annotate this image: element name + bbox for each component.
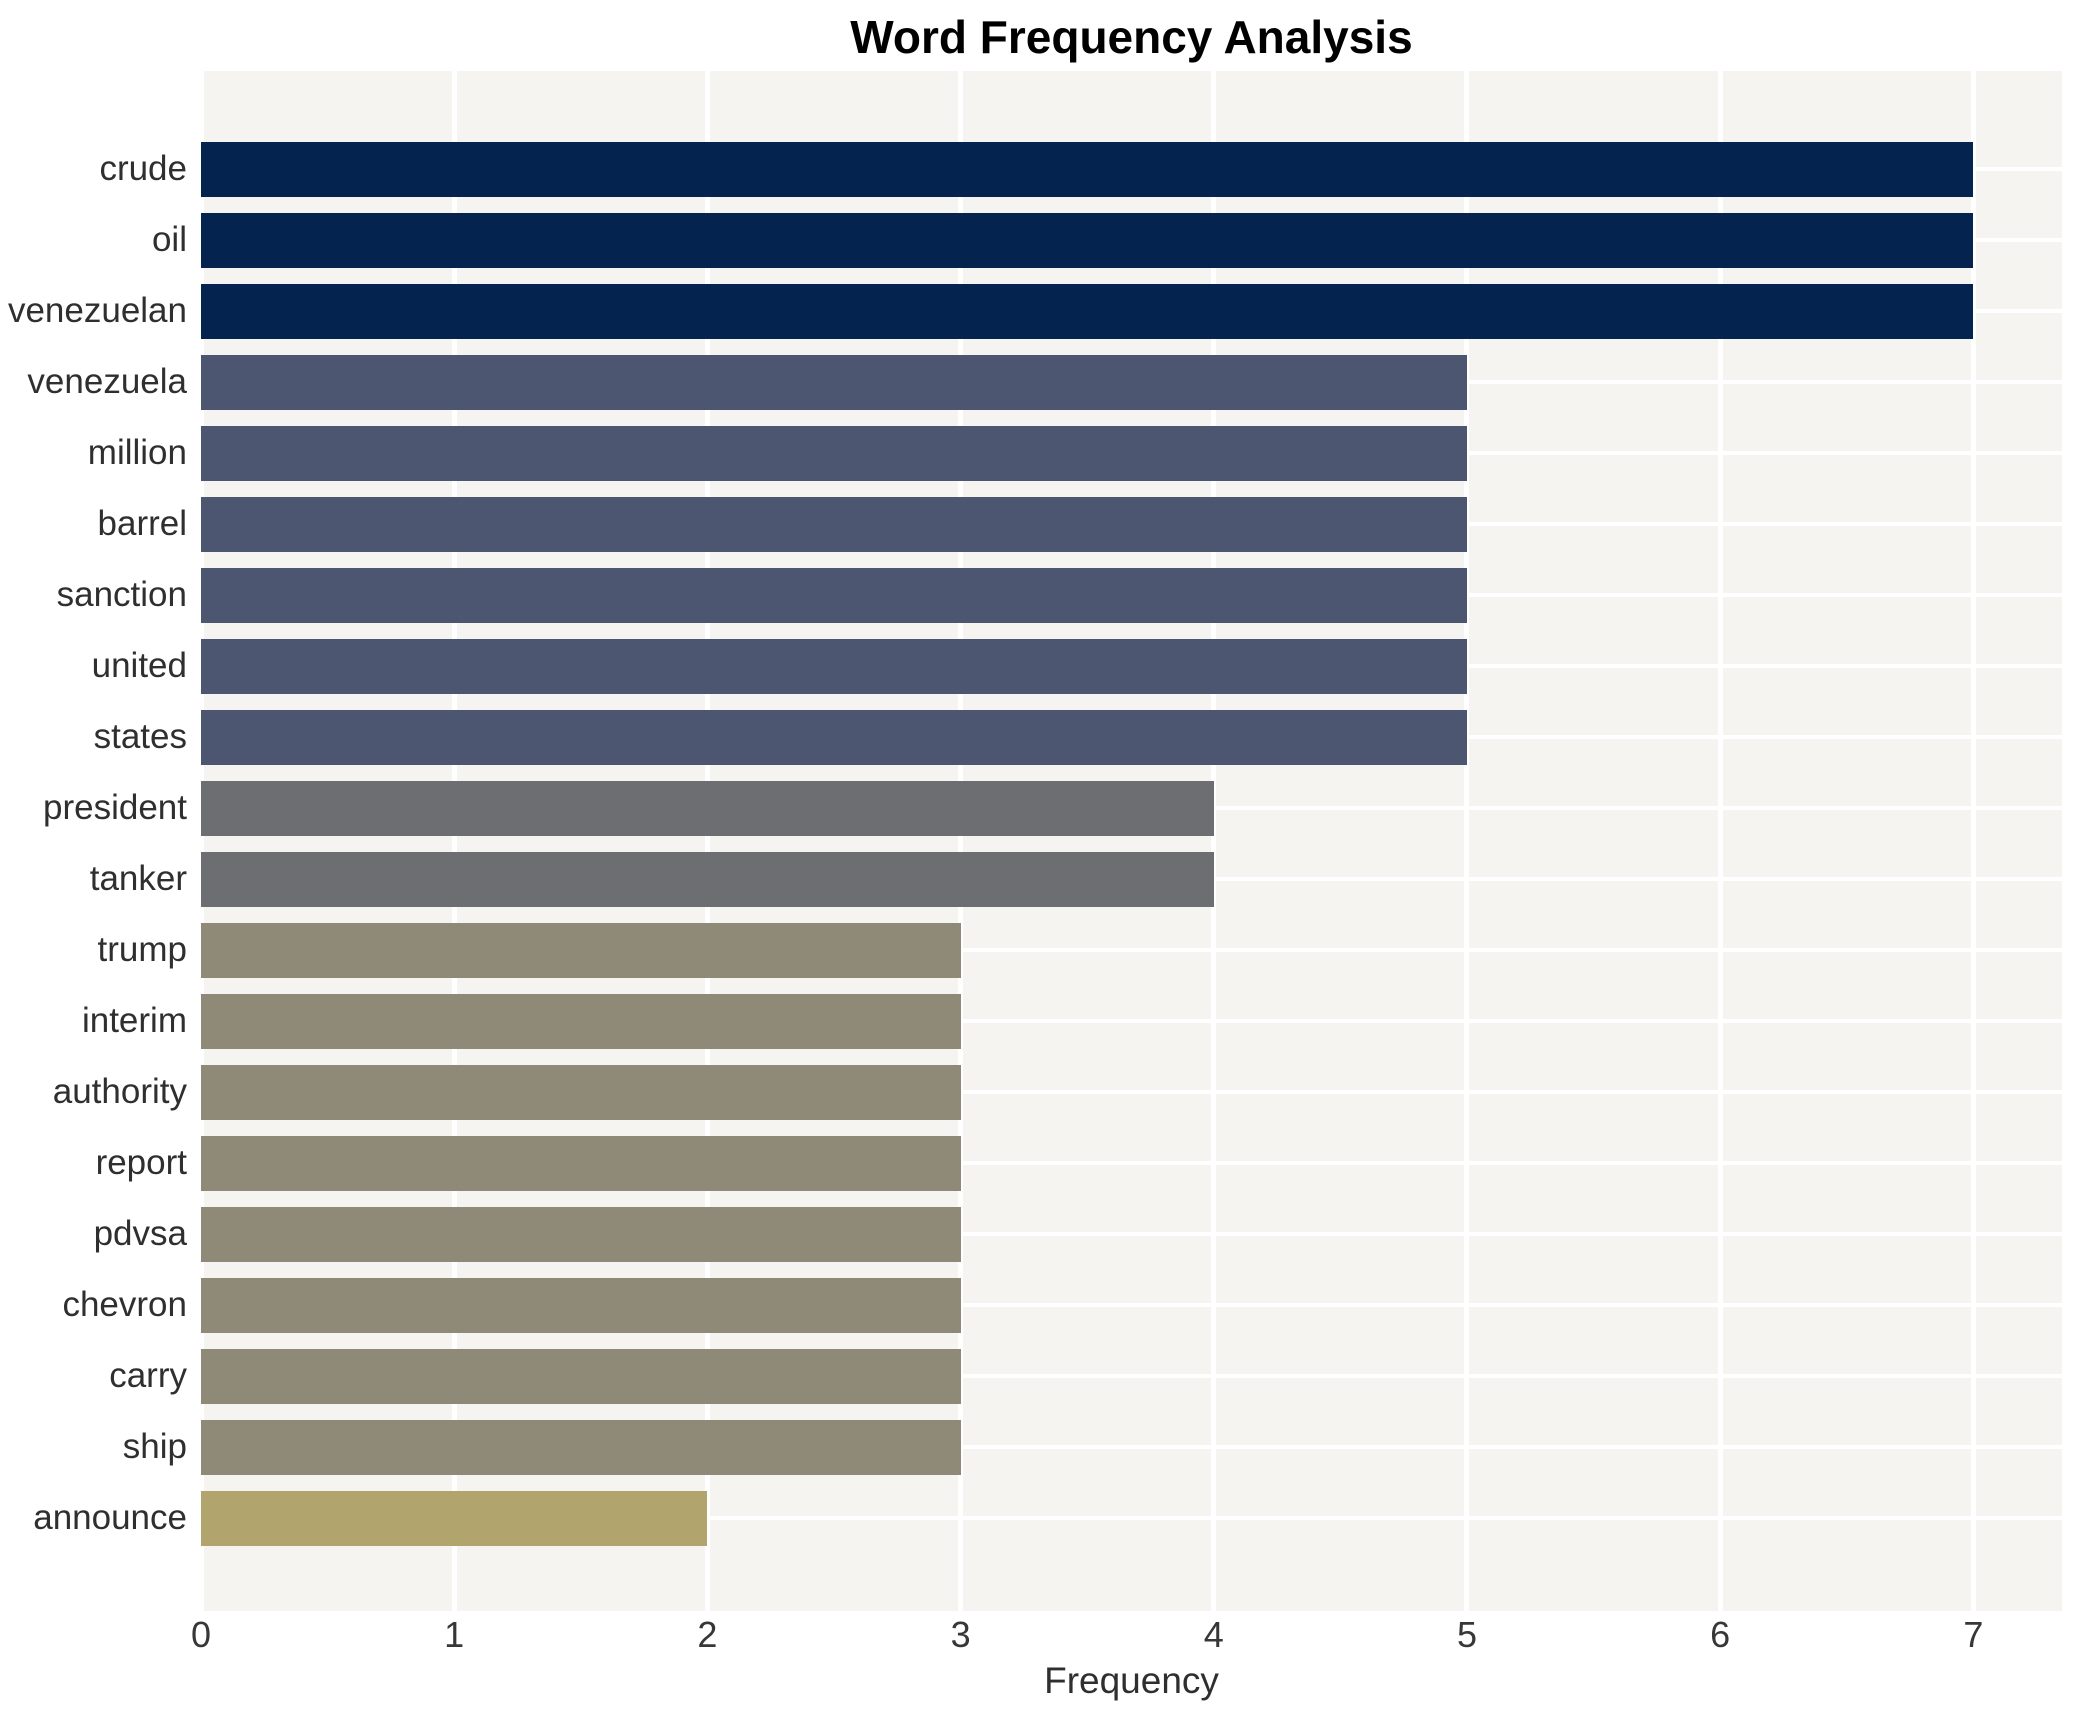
chart-title: Word Frequency Analysis: [850, 11, 1413, 63]
gridline-v-0: [198, 71, 204, 1611]
bar-states: [201, 709, 1467, 765]
bar-venezuela: [201, 354, 1467, 410]
x-tick-1: 1: [444, 1614, 465, 1655]
bar-pdvsa: [201, 1206, 961, 1262]
gridline-v-4: [1211, 71, 1217, 1611]
x-tick-0: 0: [190, 1614, 212, 1655]
gridline-v-7: [1970, 71, 1976, 1611]
y-axis-label-president: president: [43, 788, 187, 827]
gridline-v-6: [1717, 71, 1723, 1611]
bar-ship: [201, 1419, 961, 1475]
y-axis-label-report: report: [95, 1143, 187, 1182]
gridline-h-ship: [201, 1445, 2062, 1449]
bar-report: [201, 1135, 961, 1191]
x-tick-3: 3: [950, 1614, 971, 1655]
bar-tanker: [201, 851, 1214, 907]
y-axis-label-trump: trump: [97, 930, 187, 969]
y-axis-label-united: united: [91, 646, 187, 685]
bar-oil: [201, 212, 1974, 268]
y-axis-label-barrel: barrel: [97, 504, 187, 543]
plot-area: [198, 71, 2062, 1611]
gridline-v-1: [451, 71, 457, 1611]
gridline-v-2: [704, 71, 710, 1611]
y-axis-label-carry: carry: [109, 1356, 187, 1395]
bar-sanction: [201, 567, 1467, 623]
bar-united: [201, 638, 1467, 694]
bar-venezuelan: [201, 283, 1974, 339]
bar-barrel: [201, 496, 1467, 552]
y-axis-label-tanker: tanker: [89, 859, 187, 898]
gridline-h-carry: [201, 1374, 2062, 1378]
bar-chevron: [201, 1277, 961, 1333]
y-axis-label-announce: announce: [33, 1498, 187, 1537]
y-axis-label-pdvsa: pdvsa: [93, 1214, 187, 1253]
y-axis-label-venezuela: venezuela: [27, 362, 187, 401]
x-tick-4: 4: [1203, 1614, 1224, 1655]
gridline-h-interim: [201, 1019, 2062, 1023]
x-tick-6: 6: [1710, 1614, 1731, 1655]
bar-carry: [201, 1348, 961, 1404]
x-tick-7: 7: [1963, 1614, 1984, 1655]
y-axis-label-chevron: chevron: [62, 1285, 187, 1324]
y-axis-label-interim: interim: [81, 1001, 187, 1040]
x-tick-5: 5: [1456, 1614, 1477, 1655]
bar-authority: [201, 1064, 961, 1120]
bar-million: [201, 425, 1467, 481]
y-axis-label-venezuelan: venezuelan: [7, 291, 187, 330]
y-axis-label-sanction: sanction: [56, 575, 187, 614]
y-axis-label-crude: crude: [99, 149, 187, 188]
bar-president: [201, 780, 1214, 836]
gridline-v-3: [958, 71, 964, 1611]
bar-announce: [201, 1490, 708, 1546]
bar-crude: [201, 141, 1974, 197]
y-axis-label-ship: ship: [122, 1427, 187, 1466]
gridline-h-authority: [201, 1090, 2062, 1094]
y-axis-label-authority: authority: [52, 1072, 187, 1111]
gridline-h-pdvsa: [201, 1232, 2062, 1236]
y-axis-label-oil: oil: [151, 220, 187, 259]
bar-trump: [201, 922, 961, 978]
gridline-h-trump: [201, 948, 2062, 952]
x-tick-2: 2: [697, 1614, 718, 1655]
y-axis-label-states: states: [93, 717, 187, 756]
gridline-v-5: [1464, 71, 1470, 1611]
gridline-h-chevron: [201, 1303, 2062, 1307]
y-axis-label-million: million: [87, 433, 187, 472]
gridline-h-report: [201, 1161, 2062, 1165]
gridline-h-announce: [201, 1516, 2062, 1520]
x-axis-title: Frequency: [1044, 1660, 1219, 1701]
bar-interim: [201, 993, 961, 1049]
